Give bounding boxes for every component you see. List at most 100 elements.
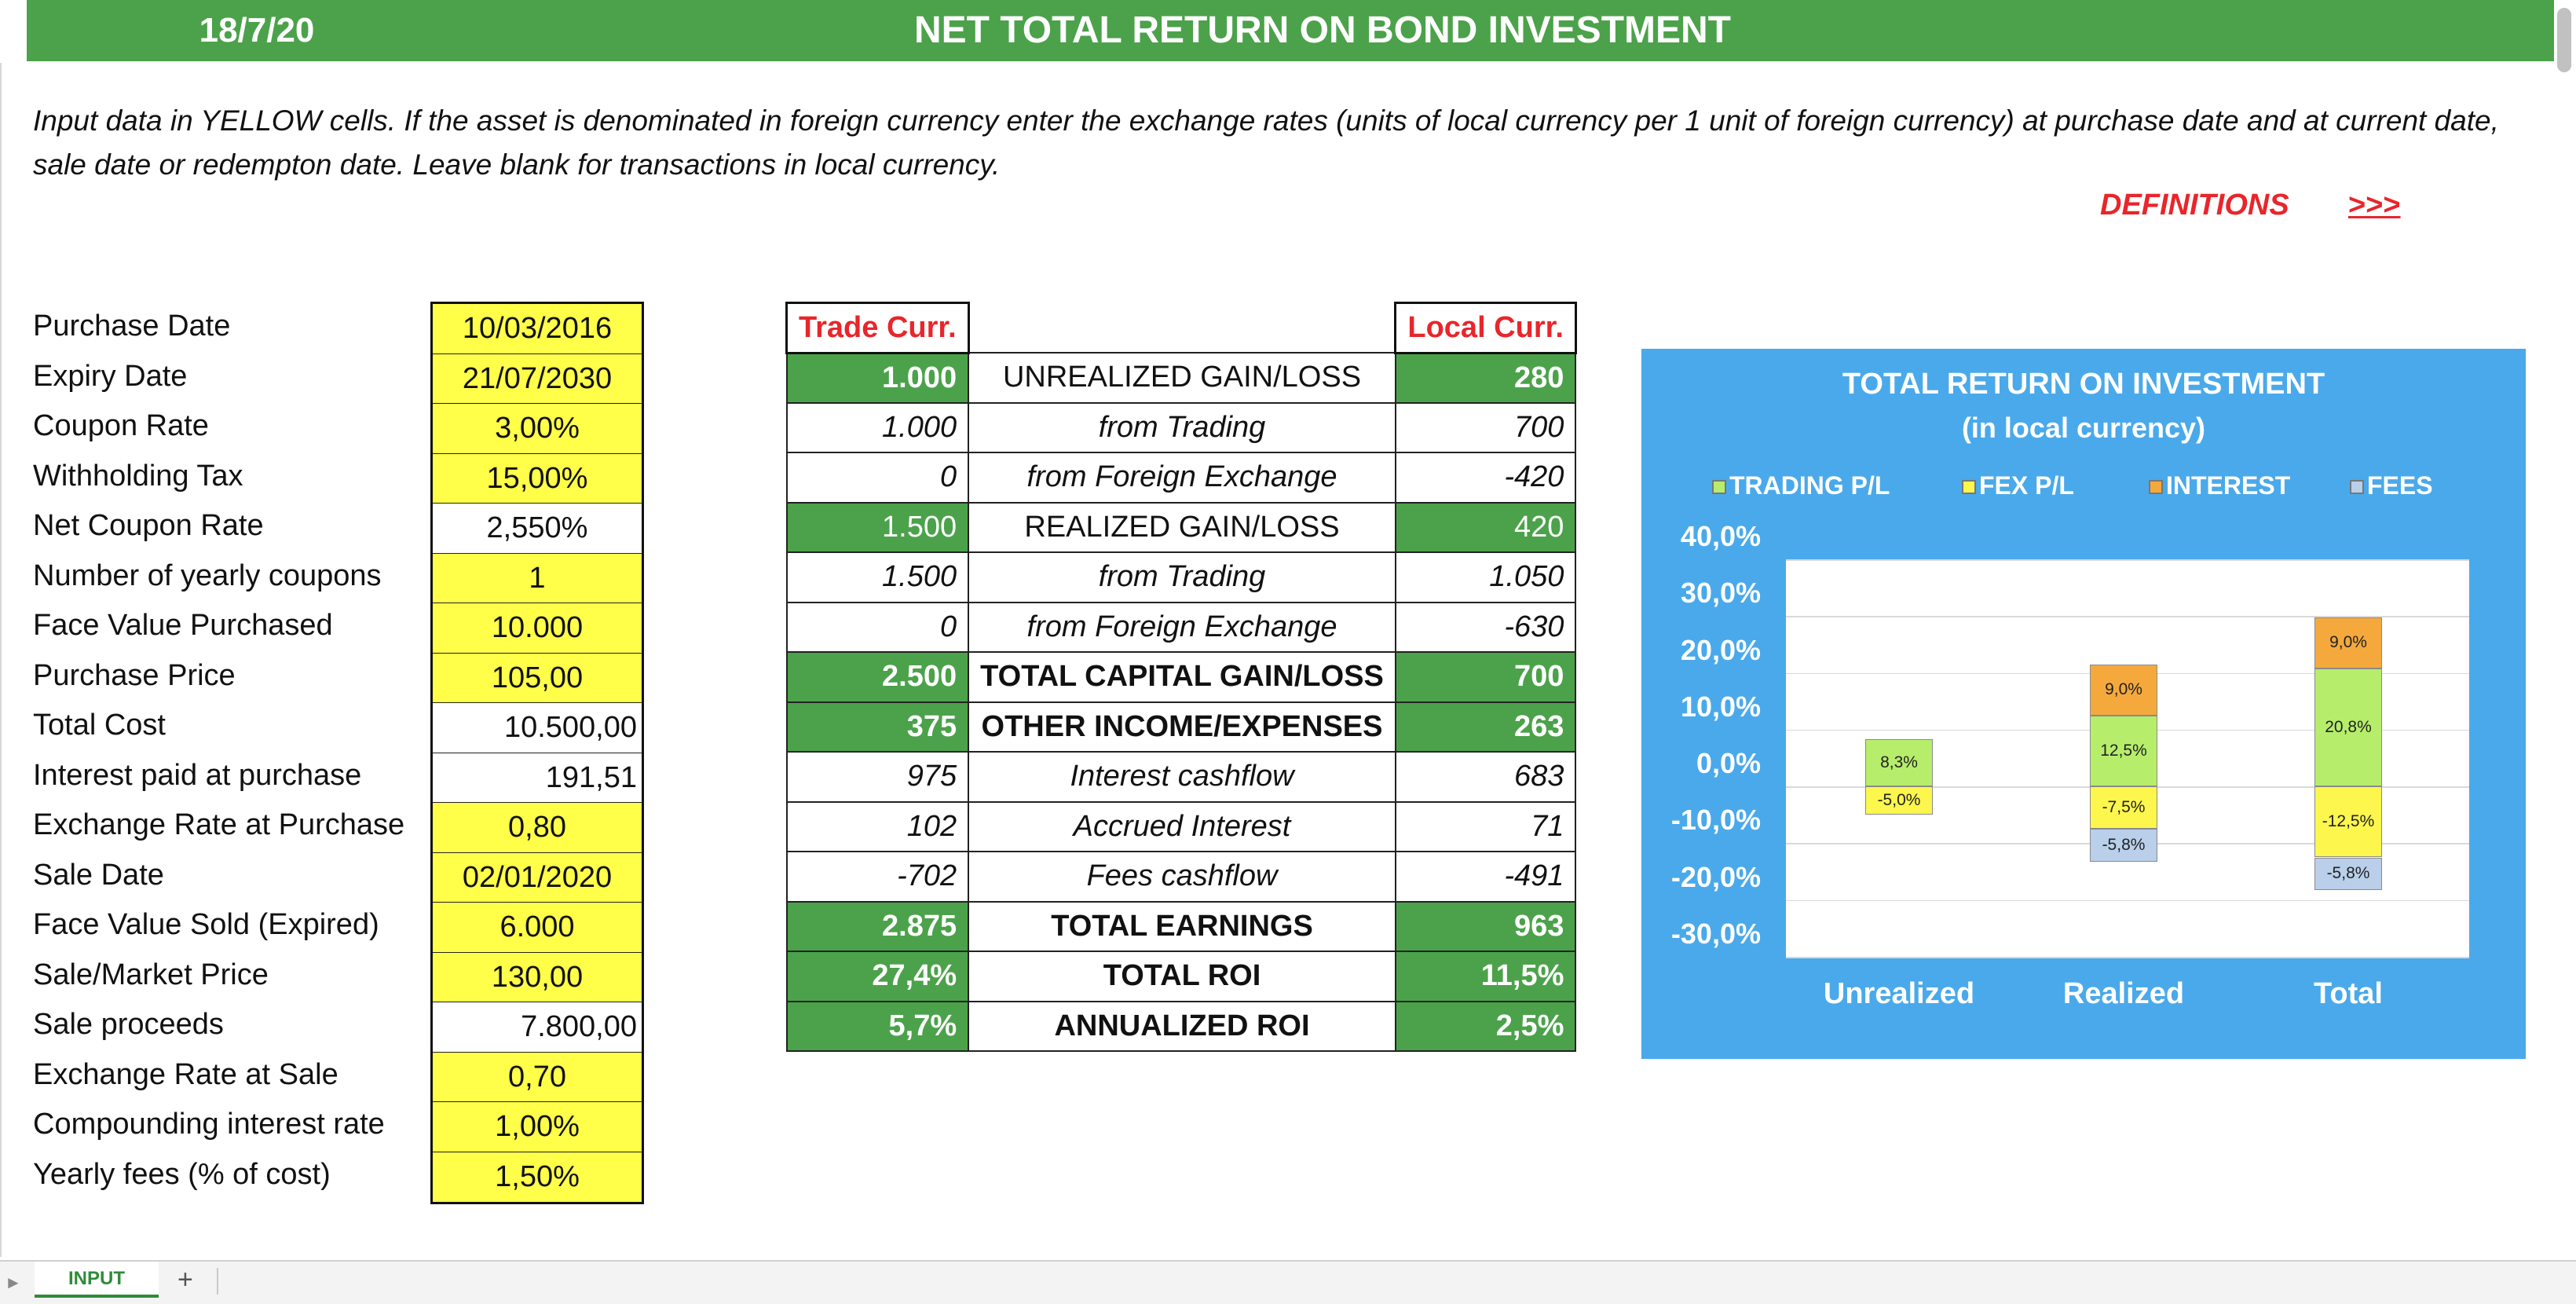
input-label: Sale/Market Price xyxy=(33,958,269,991)
return-chart: TOTAL RETURN ON INVESTMENT (in local cur… xyxy=(1641,349,2526,1059)
trade-value: 27,4% xyxy=(785,951,970,1002)
x-category-label: Realized xyxy=(2062,977,2185,1010)
legend-label: FEX P/L xyxy=(1979,471,2074,500)
input-label: Yearly fees (% of cost) xyxy=(33,1157,331,1191)
local-value: 71 xyxy=(1394,800,1577,852)
result-label: from Trading xyxy=(968,551,1396,603)
result-label: Fees cashflow xyxy=(968,851,1396,903)
input-label: Face Value Sold (Expired) xyxy=(33,908,379,941)
results-row: 5,7% ANNUALIZED ROI 2,5% xyxy=(785,1000,1577,1052)
data-label: -5,0% xyxy=(1877,791,1921,810)
input-label: Sale proceeds xyxy=(33,1008,224,1041)
data-label: -5,8% xyxy=(2102,836,2146,855)
legend-label: INTEREST xyxy=(2166,471,2291,500)
result-label: REALIZED GAIN/LOSS xyxy=(968,501,1396,553)
gridline xyxy=(1786,899,2469,902)
input-label: Compounding interest rate xyxy=(33,1108,385,1141)
input-cell[interactable]: 10.000 xyxy=(433,603,642,654)
local-value: 700 xyxy=(1394,651,1577,703)
legend-item: FEX P/L xyxy=(1962,471,2074,500)
results-row: 0 from Foreign Exchange -420 xyxy=(785,452,1577,504)
input-cell[interactable]: 105,00 xyxy=(433,653,642,703)
trade-value: 5,7% xyxy=(785,1000,970,1052)
report-date: 18/7/20 xyxy=(199,11,315,49)
chart-title: TOTAL RETURN ON INVESTMENT xyxy=(1842,368,2325,401)
y-tick-label: -20,0% xyxy=(1670,860,1761,893)
vertical-scrollbar[interactable] xyxy=(2557,8,2571,72)
header-local-currency: Local Curr. xyxy=(1394,302,1577,354)
local-value: 700 xyxy=(1394,401,1577,453)
trade-value: 375 xyxy=(785,701,970,753)
input-cell[interactable]: 1,50% xyxy=(433,1152,642,1202)
data-label: 9,0% xyxy=(2105,680,2142,699)
local-value: 963 xyxy=(1394,900,1577,952)
data-label: -12,5% xyxy=(2322,812,2375,831)
result-label: TOTAL CAPITAL GAIN/LOSS xyxy=(968,651,1396,703)
add-sheet-button[interactable]: + xyxy=(177,1265,193,1295)
data-label: 9,0% xyxy=(2329,633,2367,652)
input-cell[interactable]: 130,00 xyxy=(433,952,642,1002)
computed-cell: 7.800,00 xyxy=(433,1002,642,1053)
input-label: Purchase Date xyxy=(33,310,231,342)
input-cell[interactable]: 21/07/2030 xyxy=(433,353,642,404)
result-label: Interest cashflow xyxy=(968,751,1396,803)
data-label: -5,8% xyxy=(2326,864,2370,883)
y-tick-label: 30,0% xyxy=(1680,577,1761,610)
title-bar: 18/7/20 NET TOTAL RETURN ON BOND INVESTM… xyxy=(27,0,2554,61)
chart-subtitle: (in local currency) xyxy=(1961,412,2206,444)
result-label: OTHER INCOME/EXPENSES xyxy=(968,701,1396,753)
data-label: 20,8% xyxy=(2325,717,2372,736)
results-row: 1.000 from Trading 700 xyxy=(785,401,1577,453)
bar-segment: 9,0% xyxy=(2090,664,2157,716)
result-label: Accrued Interest xyxy=(968,800,1396,852)
input-cell[interactable]: 10/03/2016 xyxy=(433,304,642,354)
input-label: Withholding Tax xyxy=(33,459,243,493)
gridline xyxy=(1786,559,2469,561)
input-cell[interactable]: 15,00% xyxy=(433,453,642,504)
input-cell[interactable]: 0,70 xyxy=(433,1052,642,1102)
results-row: 2.875 TOTAL EARNINGS 963 xyxy=(785,900,1577,952)
sheet-tab-input[interactable]: INPUT xyxy=(35,1262,159,1298)
result-label: ANNUALIZED ROI xyxy=(968,1000,1396,1052)
trade-value: 1.500 xyxy=(785,501,970,553)
local-value: 1.050 xyxy=(1394,551,1577,603)
legend-swatch xyxy=(2149,480,2163,494)
bar-segment: 9,0% xyxy=(2314,617,2382,668)
y-tick-label: 40,0% xyxy=(1680,520,1761,552)
input-cell[interactable]: 3,00% xyxy=(433,404,642,454)
x-category-label: Total xyxy=(2314,977,2383,1010)
y-tick-label: -10,0% xyxy=(1670,804,1761,837)
x-category-label: Unrealized xyxy=(1823,977,1975,1010)
input-cell[interactable]: 6.000 xyxy=(433,903,642,953)
input-labels: Purchase Date Expiry Date Coupon Rate Withh… xyxy=(33,302,404,1200)
bar-segment: 20,8% xyxy=(2314,668,2382,787)
result-label: from Foreign Exchange xyxy=(968,452,1396,504)
input-cell[interactable]: 1 xyxy=(433,553,642,603)
input-label: Sale Date xyxy=(33,858,164,892)
results-row: 1.000 UNREALIZED GAIN/LOSS 280 xyxy=(785,352,1577,404)
result-label: TOTAL ROI xyxy=(968,951,1396,1002)
gridline xyxy=(1786,957,2469,958)
data-label: -7,5% xyxy=(2102,798,2146,817)
sheet-nav-icon[interactable]: ► xyxy=(5,1273,22,1292)
input-cell[interactable]: 0,80 xyxy=(433,803,642,853)
result-label: TOTAL EARNINGS xyxy=(968,900,1396,952)
y-tick-label: 10,0% xyxy=(1680,690,1761,723)
result-label: from Foreign Exchange xyxy=(968,601,1396,653)
local-value: 2,5% xyxy=(1394,1000,1577,1052)
trade-value: 0 xyxy=(785,601,970,653)
y-tick-label: 20,0% xyxy=(1680,633,1761,666)
input-label: Interest paid at purchase xyxy=(33,758,362,792)
trade-value: 1.000 xyxy=(785,352,970,404)
plot-area: 8,3% -5,0% 12,5% -7,5% 9,0% -5,8% 20,8% -12,5% 9… xyxy=(1786,559,2469,958)
definitions-link[interactable]: >>> xyxy=(2348,189,2401,222)
input-cell[interactable]: 02/01/2020 xyxy=(433,852,642,903)
instructions-text: Input data in YELLOW cells. If the asset… xyxy=(33,104,2499,181)
legend-item: INTEREST xyxy=(2149,471,2290,500)
input-cell[interactable]: 1,00% xyxy=(433,1102,642,1152)
bar-segment: -5,0% xyxy=(1865,786,1933,815)
y-tick-label: -30,0% xyxy=(1670,918,1761,950)
local-value: 420 xyxy=(1394,501,1577,553)
results-table: Trade Curr. Local Curr. 1.000 UNREALIZED … xyxy=(785,302,1577,1052)
results-row: 102 Accrued Interest 71 xyxy=(785,800,1577,852)
